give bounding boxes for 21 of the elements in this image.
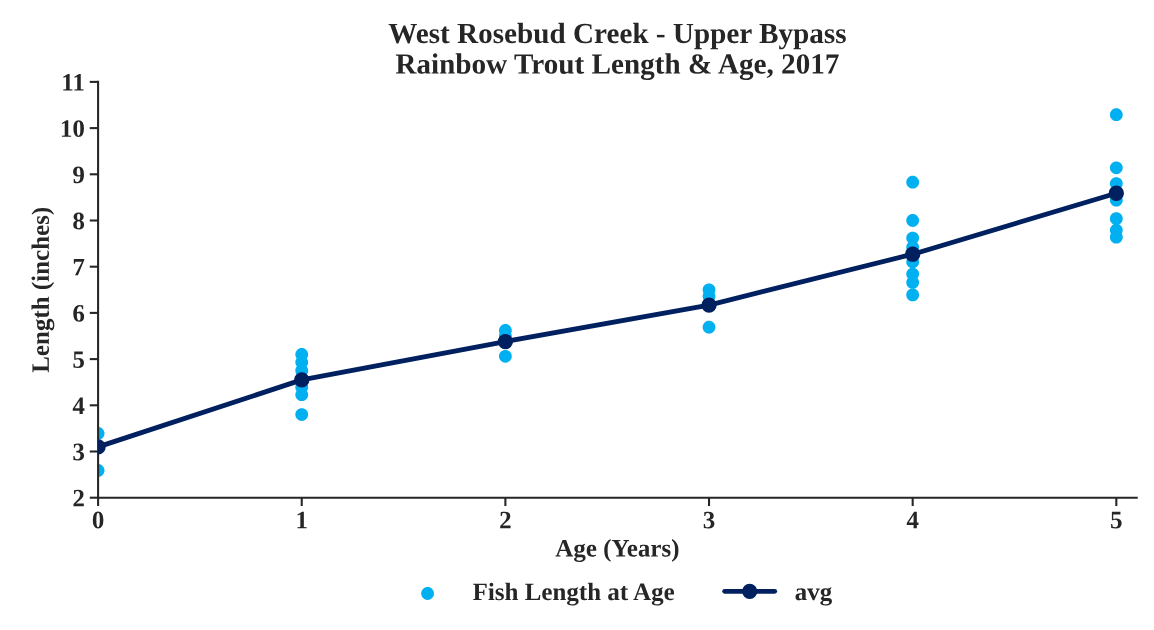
y-tick-label: 5 xyxy=(73,351,84,369)
x-tick-label: 0 xyxy=(92,511,104,529)
y-tick-label: 3 xyxy=(73,443,85,461)
y-tick-label: 4 xyxy=(72,397,85,414)
y-tick-label: 7 xyxy=(73,259,85,276)
y-tick-label: 6 xyxy=(73,305,85,322)
y-axis-title: Length (inches) xyxy=(31,207,55,373)
legend-label: Fish Length at Age xyxy=(473,582,675,606)
x-tick-label: 3 xyxy=(703,511,715,529)
y-tick-label: 9 xyxy=(73,166,84,184)
legend-label: avg xyxy=(795,587,832,606)
x-tick-label: 2 xyxy=(500,511,511,529)
x-tick-label: 5 xyxy=(1111,511,1122,529)
chart-title: West Rosebud Creek - Upper Bypass Rainbow Trout Length & Age, 2017 xyxy=(388,22,846,81)
x-tick-label: 4 xyxy=(906,511,919,529)
x-axis-title: Age (Years) xyxy=(555,539,679,562)
x-tick-label: 1 xyxy=(297,511,307,529)
y-tick-label: 2 xyxy=(73,489,84,507)
y-tick-label: 10 xyxy=(61,120,84,138)
y-tick-label: 11 xyxy=(63,74,84,91)
y-tick-label: 8 xyxy=(73,212,85,230)
